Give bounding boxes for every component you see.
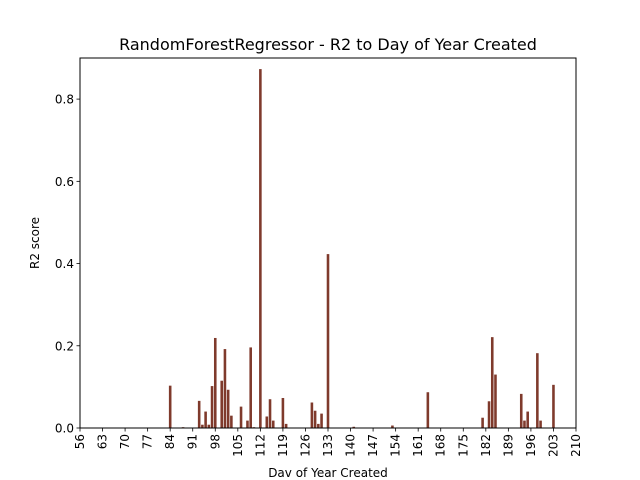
y-axis-label: R2 score: [28, 217, 42, 269]
x-tick-label: 161: [411, 434, 425, 457]
bar-day-198: [536, 353, 539, 428]
bar-day-116: [271, 420, 275, 428]
y-tick-label: 0.8: [55, 93, 74, 107]
x-tick-label: 210: [569, 434, 583, 457]
bar-day-95: [204, 411, 207, 428]
bar-day-181: [481, 417, 484, 428]
x-tick-label: 203: [546, 434, 560, 457]
bar-day-129: [313, 410, 317, 428]
bar-day-108: [246, 420, 249, 428]
x-axis-ticks: 56 63 70 77 84 91 98 105 112 119 126 133 140 147 154 16…: [73, 428, 583, 457]
y-axis-ticks: 0.0 0.2 0.4 0.6 0.8: [55, 93, 80, 436]
bar-day-184: [490, 337, 494, 428]
bar-day-141: [352, 426, 356, 428]
x-tick-label: 126: [298, 434, 312, 457]
bar-day-185: [494, 374, 497, 428]
bar-day-195: [526, 411, 529, 428]
bar-day-93: [197, 400, 201, 428]
x-tick-label: 133: [321, 434, 335, 457]
bar-day-102: [226, 389, 230, 428]
bar-day-194: [523, 420, 526, 428]
x-tick-label: 189: [501, 434, 515, 457]
bar-day-94: [201, 424, 204, 428]
bar-day-119: [281, 397, 285, 428]
bar-day-120: [284, 423, 288, 428]
x-tick-label: 175: [456, 434, 470, 457]
bar-day-199: [539, 420, 542, 428]
x-tick-label: 77: [141, 434, 155, 449]
x-tick-label: 91: [186, 434, 200, 449]
x-tick-label: 182: [479, 434, 493, 457]
x-tick-label: 112: [253, 434, 267, 457]
bar-day-133: [326, 254, 330, 428]
x-tick-label: 168: [434, 434, 448, 457]
bar-day-103: [230, 415, 233, 428]
x-tick-label: 56: [73, 434, 87, 449]
x-tick-label: 63: [96, 434, 110, 449]
x-tick-label: 105: [231, 434, 245, 457]
x-tick-label: 98: [208, 434, 222, 449]
bar-day-131: [320, 413, 323, 428]
bar-day-115: [268, 399, 272, 428]
bar-day-100: [220, 380, 224, 428]
x-tick-label: 70: [118, 434, 132, 449]
bar-day-96: [207, 424, 211, 428]
bar-day-97: [210, 386, 214, 428]
chart-title: RandomForestRegressor - R2 to Day of Yea…: [119, 35, 537, 54]
plot-frame: [79, 57, 577, 429]
bar-day-84: [168, 385, 172, 428]
bar-day-112: [259, 69, 262, 428]
x-axis-label: Dav of Year Created: [268, 466, 388, 480]
x-tick-label: 140: [344, 434, 358, 457]
x-tick-label: 84: [163, 434, 177, 449]
y-tick-label: 0.2: [55, 339, 74, 353]
bar-day-164: [426, 392, 430, 428]
x-tick-label: 196: [524, 434, 538, 457]
bar-day-98: [213, 337, 217, 428]
bar-day-130: [317, 423, 320, 428]
bar-day-109: [249, 347, 252, 428]
bars-group: [168, 69, 555, 428]
bar-day-128: [310, 402, 314, 428]
y-tick-label: 0.6: [55, 175, 74, 189]
bar-day-153: [391, 425, 394, 428]
bar-day-183: [487, 401, 491, 428]
y-tick-label: 0.4: [55, 257, 74, 271]
x-tick-label: 119: [276, 434, 290, 457]
x-tick-label: 147: [366, 434, 380, 457]
x-tick-label: 154: [389, 434, 403, 457]
bar-day-114: [265, 416, 269, 428]
bar-day-101: [223, 349, 227, 428]
bar-day-203: [552, 384, 555, 428]
bar-day-193: [519, 393, 523, 428]
y-tick-label: 0.0: [55, 422, 74, 436]
bar-day-106: [239, 406, 243, 428]
